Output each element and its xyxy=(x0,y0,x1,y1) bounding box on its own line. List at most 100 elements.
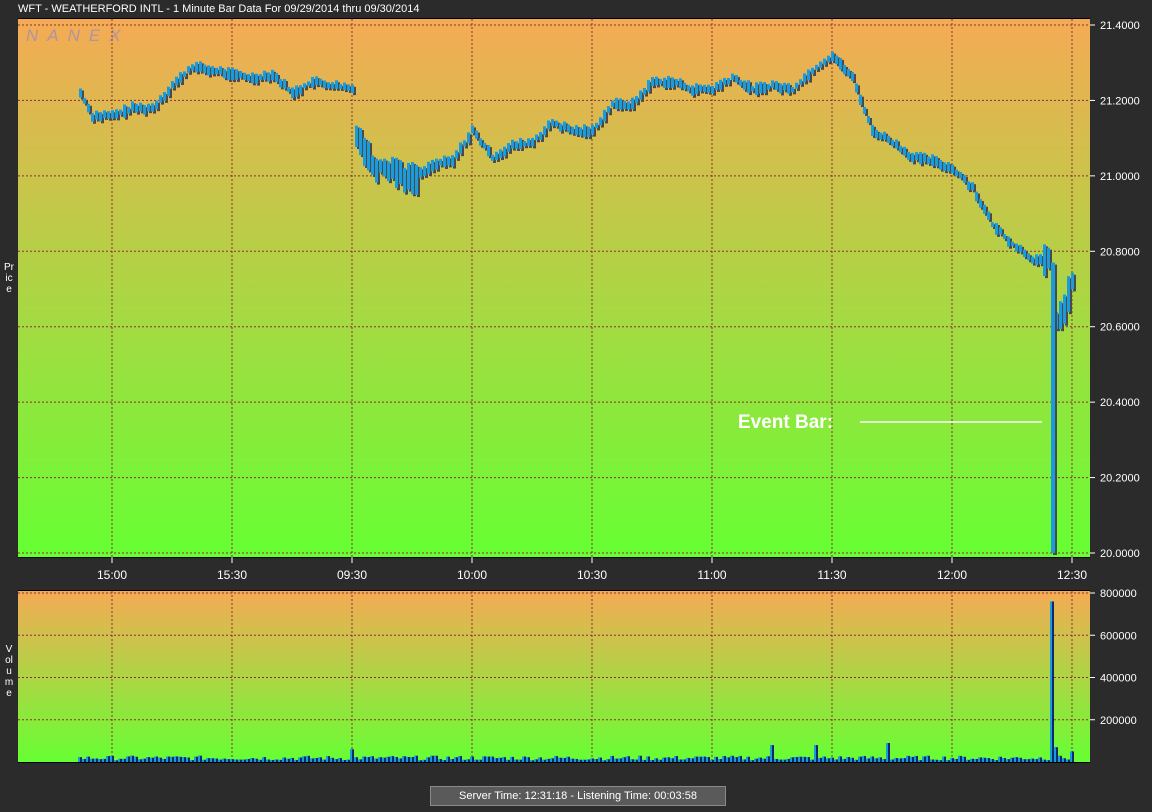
price-bar-shadow xyxy=(1073,274,1076,292)
volume-bar xyxy=(106,756,108,762)
volume-bar-shadow xyxy=(267,759,270,762)
volume-bar-shadow xyxy=(875,758,878,762)
price-bar xyxy=(1063,294,1066,324)
price-bar-shadow xyxy=(449,158,452,168)
volume-bar xyxy=(102,758,104,762)
price-bar-shadow xyxy=(165,93,168,103)
volume-bar xyxy=(1054,747,1056,762)
volume-bar-shadow xyxy=(975,758,978,762)
price-bar-shadow xyxy=(149,105,152,114)
volume-bar xyxy=(638,755,640,762)
price-bar-shadow xyxy=(489,147,492,159)
volume-bar-shadow xyxy=(723,755,726,762)
price-bar-shadow xyxy=(381,161,384,175)
volume-bar xyxy=(362,756,364,762)
volume-bar xyxy=(694,756,696,762)
price-bar xyxy=(99,112,102,122)
volume-bar xyxy=(210,758,212,762)
price-bar xyxy=(695,83,698,95)
price-bar xyxy=(399,160,402,185)
price-bar-shadow xyxy=(361,130,364,158)
price-bar xyxy=(271,69,274,81)
price-bar xyxy=(755,82,758,96)
volume-bar xyxy=(406,756,408,762)
price-bar-shadow xyxy=(821,63,824,70)
title-bar: WFT - WEATHERFORD INTL - 1 Minute Bar Da… xyxy=(0,0,1152,18)
price-bar xyxy=(639,90,642,100)
volume-bar xyxy=(1042,759,1044,762)
price-bar xyxy=(571,126,574,134)
price-bar-shadow xyxy=(621,100,624,112)
volume-bar-shadow xyxy=(719,759,722,762)
volume-bar xyxy=(598,757,600,762)
price-bar xyxy=(499,149,502,159)
price-bar-shadow xyxy=(357,127,360,149)
price-bar xyxy=(747,80,750,94)
volume-bar-shadow xyxy=(683,759,686,762)
volume-bar xyxy=(314,757,316,762)
price-bar xyxy=(351,84,354,94)
volume-bar-shadow xyxy=(815,745,818,762)
price-bar-shadow xyxy=(137,105,140,115)
price-bar-shadow xyxy=(477,132,480,141)
price-bar xyxy=(599,117,602,126)
volume-bar xyxy=(814,745,816,762)
volume-bar xyxy=(338,758,340,762)
volume-bar xyxy=(178,756,180,762)
price-bar xyxy=(247,73,250,81)
price-bar xyxy=(379,159,382,173)
price-bar-shadow xyxy=(913,154,916,165)
volume-bar-shadow xyxy=(979,757,982,762)
price-bar xyxy=(239,70,242,78)
volume-bar-shadow xyxy=(879,757,882,762)
volume-bar xyxy=(874,758,876,762)
price-bar xyxy=(983,204,986,214)
volume-bar-shadow xyxy=(735,757,738,762)
price-bar-shadow xyxy=(709,86,712,95)
volume-bar xyxy=(586,759,588,762)
price-bar-shadow xyxy=(805,75,808,85)
price-bar-shadow xyxy=(597,124,600,131)
volume-bar xyxy=(802,756,804,762)
price-bar xyxy=(655,76,658,86)
price-bar-shadow xyxy=(769,85,772,92)
price-bar xyxy=(315,76,318,86)
price-bar xyxy=(667,75,670,89)
price-bar xyxy=(687,85,690,92)
price-bar-shadow xyxy=(157,102,160,112)
price-bar xyxy=(767,83,770,90)
volume-bar xyxy=(1026,759,1028,762)
price-bar xyxy=(1071,272,1074,290)
volume-bar-shadow xyxy=(839,756,842,762)
volume-bar xyxy=(794,757,796,762)
price-bar xyxy=(647,80,650,92)
price-y-tick-label: 20.8000 xyxy=(1100,246,1140,258)
price-bar xyxy=(751,86,754,92)
price-bar-shadow xyxy=(669,77,672,91)
price-bar-shadow xyxy=(741,81,744,88)
price-bar-shadow xyxy=(421,169,424,180)
volume-bar-shadow xyxy=(331,757,334,762)
volume-bar-shadow xyxy=(707,757,710,762)
price-bar xyxy=(535,134,538,141)
volume-bar-shadow xyxy=(115,760,118,762)
price-bars xyxy=(79,51,1076,555)
price-bar-shadow xyxy=(785,84,788,93)
price-bar-shadow xyxy=(949,164,952,174)
volume-bar-shadow xyxy=(791,757,794,762)
price-bar-shadow xyxy=(245,74,248,83)
price-bar-shadow xyxy=(409,164,412,192)
price-bar xyxy=(871,124,874,136)
price-bar xyxy=(347,84,350,91)
volume-bar-shadow xyxy=(1047,760,1050,762)
price-bar-shadow xyxy=(713,87,716,96)
price-bar xyxy=(323,80,326,89)
volume-bar xyxy=(670,758,672,762)
price-bar-shadow xyxy=(797,84,800,91)
price-bar-shadow xyxy=(217,69,220,77)
volume-bar-shadow xyxy=(887,742,890,762)
volume-bar-shadow xyxy=(119,758,122,762)
volume-bar xyxy=(898,758,900,762)
volume-bar-shadow xyxy=(103,758,106,762)
price-bar xyxy=(591,124,594,135)
